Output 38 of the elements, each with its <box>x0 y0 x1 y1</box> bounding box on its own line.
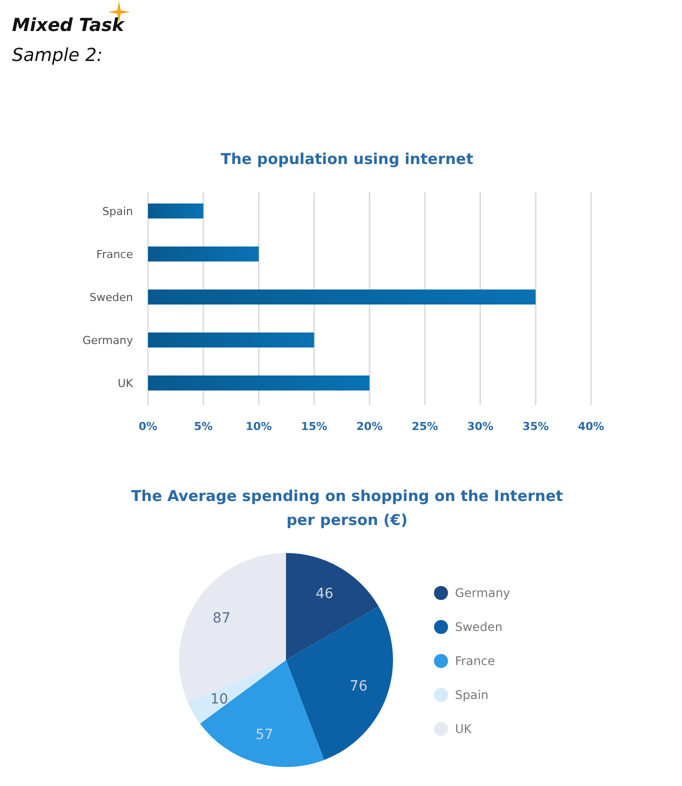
data-label: 10 <box>210 691 228 708</box>
pie-slice <box>200 660 324 767</box>
text: Sample 2: <box>12 45 103 66</box>
legend-label: Spain <box>455 688 489 702</box>
x-tick-label: 30% <box>467 420 494 433</box>
pie-slice <box>188 660 286 724</box>
y-tick-label: UK <box>118 376 134 390</box>
x-tick-label: 25% <box>412 420 438 433</box>
data-label: 57 <box>255 726 274 743</box>
x-tick-label: 40% <box>578 420 604 433</box>
text: Mixed Task <box>12 15 126 36</box>
legend-label: UK <box>455 722 473 736</box>
legend-label: France <box>455 654 495 668</box>
bar <box>148 246 259 262</box>
x-tick-label: 15% <box>300 420 328 433</box>
x-tick-label: 0% <box>138 420 158 433</box>
x-tick-label: 35% <box>522 420 549 433</box>
pie-slice <box>179 553 286 703</box>
pie-slice <box>286 606 393 760</box>
y-tick-label: Spain <box>102 204 134 218</box>
chart-title: The population using internet <box>220 150 474 168</box>
y-tick-label: Germany <box>82 334 134 347</box>
data-label: 76 <box>350 678 368 695</box>
bar <box>148 290 536 304</box>
x-tick-label: 5% <box>194 420 213 433</box>
y-tick-label: Sweden <box>90 290 134 304</box>
bar <box>148 332 314 348</box>
x-tick-label: 10% <box>246 420 272 433</box>
bar <box>148 376 370 390</box>
data-label: 46 <box>316 586 334 602</box>
legend-label: Sweden <box>455 620 502 634</box>
y-tick-label: France <box>96 248 134 261</box>
bar <box>148 204 204 218</box>
chart-title: The Average spending on shopping on the Internet per person (€) <box>131 487 563 529</box>
legend-label: Germany <box>455 586 510 600</box>
pie-slice <box>286 553 379 660</box>
data-label: 87 <box>212 610 230 627</box>
x-tick-label: 20% <box>356 420 383 433</box>
